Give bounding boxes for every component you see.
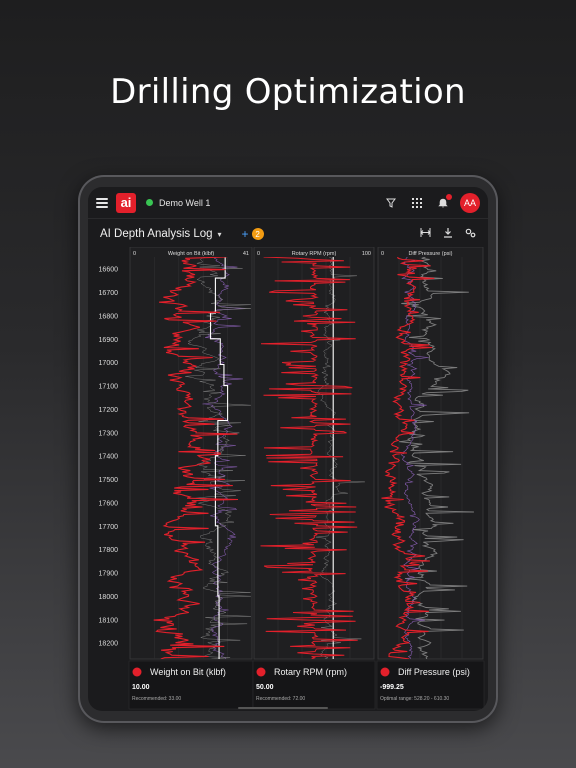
- legend-note: Recommended: 33.00: [132, 696, 181, 702]
- settings-gears-icon[interactable]: [465, 228, 476, 241]
- legend-panel: [376, 660, 485, 710]
- track-min-label: 0: [381, 251, 384, 257]
- depth-log-svg: 16600 16700 16800 16900 17000 17100 17200 17300…: [99, 246, 485, 710]
- well-selector[interactable]: Demo Well 1: [159, 197, 211, 208]
- depth-tick-label: 17900: [99, 571, 119, 578]
- chevron-down-icon[interactable]: ▾: [217, 229, 222, 239]
- track-title: Rotary RPM (rpm): [292, 251, 337, 257]
- legend-dot: [380, 667, 390, 677]
- depth-tick-label: 17200: [99, 407, 119, 414]
- log-toolbar: AI Depth Analysis Log ▾ + 2: [88, 221, 488, 247]
- fit-width-icon[interactable]: [420, 227, 431, 241]
- legend-current-value: 50.00: [256, 684, 274, 691]
- notifications-bell-icon[interactable]: [434, 193, 452, 212]
- legend-panel: [128, 660, 254, 710]
- depth-tick-label: 16700: [99, 290, 119, 297]
- purple-curve: [202, 257, 246, 659]
- depth-tick-label: 18100: [99, 617, 119, 624]
- depth-tick-label: 17500: [99, 477, 119, 484]
- depth-tick-label: 17700: [99, 524, 119, 531]
- track-max-label: 100: [362, 251, 371, 257]
- log-track: 0 Diff Pressure (psi): [377, 246, 484, 660]
- legend-dot: [256, 667, 266, 677]
- track-title: Weight on Bit (klbf): [168, 251, 215, 257]
- legend-note: Recommended: 72.00: [256, 696, 305, 702]
- app-screen: ai Demo Well 1 AA AI Depth Analysis L: [88, 187, 488, 711]
- depth-tick-label: 18200: [99, 641, 119, 648]
- log-title-dropdown[interactable]: AI Depth Analysis Log: [100, 228, 213, 240]
- depth-tick-label: 17600: [99, 500, 119, 507]
- depth-tick-label: 17000: [99, 360, 119, 367]
- top-bar: ai Demo Well 1 AA: [88, 187, 488, 219]
- apps-grid-icon[interactable]: [408, 194, 426, 212]
- filter-icon[interactable]: [382, 194, 400, 212]
- track-panel: [253, 246, 375, 660]
- depth-tick-label: 18000: [99, 594, 119, 601]
- track-legend: Weight on Bit (klbf)10.00 Recommended: 33…: [128, 660, 254, 710]
- track-legend: Diff Pressure (psi) -999.25 Optimal range:…: [376, 660, 485, 710]
- notification-badge: [446, 193, 452, 200]
- hamburger-menu-icon[interactable]: [96, 197, 108, 208]
- track-max-label: 41: [243, 251, 249, 257]
- depth-tick-label: 17400: [99, 454, 119, 461]
- app-logo[interactable]: ai: [116, 192, 136, 213]
- legend-note: Optimal range: 528.20 - 610.30: [380, 696, 449, 702]
- track-count-badge: 2: [251, 228, 264, 240]
- legend-label: Weight on Bit (klbf): [150, 667, 226, 677]
- gray-curve: [185, 257, 251, 659]
- depth-tick-label: 17300: [99, 430, 119, 437]
- track-title: Diff Pressure (psi): [409, 251, 453, 257]
- tablet-frame: ai Demo Well 1 AA AI Depth Analysis L: [78, 175, 498, 723]
- add-track-button[interactable]: +: [241, 227, 249, 241]
- user-avatar[interactable]: AA: [460, 192, 480, 213]
- legend-panel: [252, 660, 376, 710]
- depth-tick-label: 17800: [99, 547, 119, 554]
- recommended-step-curve: [209, 257, 229, 659]
- scroll-indicator: [238, 707, 328, 709]
- log-track: 0 Rotary RPM (rpm) 100: [253, 246, 375, 660]
- depth-tick-label: 16800: [99, 313, 119, 320]
- legend-label: Diff Pressure (psi): [398, 667, 470, 677]
- gray-curve: [399, 257, 474, 659]
- legend-current-value: -999.25: [380, 684, 404, 691]
- track-panel: [377, 246, 484, 660]
- track-min-label: 0: [133, 251, 136, 257]
- legend-label: Rotary RPM (rpm): [274, 667, 347, 677]
- log-track: 0 Weight on Bit (klbf) 41: [129, 246, 253, 660]
- legend-current-value: 10.00: [132, 684, 150, 691]
- well-status-dot: [146, 199, 153, 206]
- diff-pressure-curve: [381, 257, 435, 659]
- legend-dot: [132, 667, 142, 677]
- depth-tick-label: 16900: [99, 337, 119, 344]
- hero-title: Drilling Optimization: [110, 72, 466, 112]
- track-min-label: 0: [257, 251, 260, 257]
- depth-tick-label: 17100: [99, 384, 119, 391]
- rotary-rpm-curve: [260, 257, 358, 659]
- track-legend: Rotary RPM (rpm)50.00 Recommended: 72.00: [252, 660, 376, 710]
- depth-tick-label: 16600: [99, 267, 119, 274]
- depth-log-chart: 16600 16700 16800 16900 17000 17100 17200 17300…: [88, 246, 488, 711]
- weight-on-bit-curve: [153, 257, 239, 659]
- download-icon[interactable]: [443, 227, 453, 241]
